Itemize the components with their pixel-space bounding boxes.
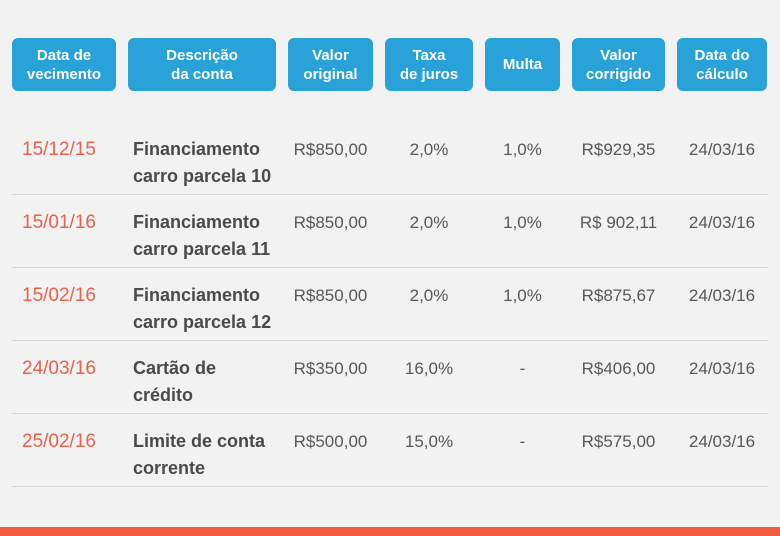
corrected-value-cell: R$575,00 [581,432,656,451]
interest-rate-cell: 2,0% [409,140,449,159]
interest-rate-cell: 2,0% [409,286,449,305]
calculation-date-cell: 24/03/16 [688,213,756,232]
column-header-calculation-date: Data do cálculo [677,38,767,91]
table-row: 15/02/16 Financiamento carro parcela 12 … [12,268,768,341]
calculation-date-cell: 24/03/16 [688,432,756,451]
table-header-row: Data de vecimento Descrição da conta Val… [12,38,768,91]
fine-cell: 1,0% [503,286,542,305]
column-header-account-description: Descrição da conta [128,38,276,91]
due-date-cell: 15/01/16 [22,212,96,233]
table-row: 15/12/15 Financiamento carro parcela 10 … [12,91,768,195]
corrected-value-cell: R$929,35 [581,140,656,159]
fine-cell: 1,0% [503,140,542,159]
column-header-fine: Multa [485,38,560,91]
fine-cell: - [519,432,526,451]
debts-table: Data de vecimento Descrição da conta Val… [12,38,768,487]
fine-cell: 1,0% [503,213,542,232]
column-header-interest-rate: Taxa de juros [385,38,473,91]
corrected-value-cell: R$ 902,11 [579,213,658,232]
fine-cell: - [519,359,526,378]
due-date-cell: 15/02/16 [22,285,96,306]
due-date-cell: 15/12/15 [22,139,96,160]
description-cell: Financiamento carro parcela 11 [133,212,271,259]
description-cell: Limite de conta corrente [133,431,266,478]
original-value-cell: R$350,00 [293,359,368,378]
bottom-accent-bar [0,527,780,536]
table-row: 25/02/16 Limite de conta corrente R$500,… [12,414,768,487]
calculation-date-cell: 24/03/16 [688,140,756,159]
due-date-cell: 24/03/16 [22,358,96,379]
corrected-value-cell: R$875,67 [581,286,656,305]
description-cell: Financiamento carro parcela 12 [133,285,272,332]
description-cell: Cartão de crédito [133,358,217,405]
column-header-due-date: Data de vecimento [12,38,116,91]
calculation-date-cell: 24/03/16 [688,286,756,305]
original-value-cell: R$850,00 [293,286,368,305]
description-cell: Financiamento carro parcela 10 [133,139,272,186]
due-date-cell: 25/02/16 [22,431,96,452]
corrected-value-cell: R$406,00 [581,359,656,378]
interest-rate-cell: 2,0% [409,213,449,232]
table-row: 24/03/16 Cartão de crédito R$350,00 16,0… [12,341,768,414]
table-row: 15/01/16 Financiamento carro parcela 11 … [12,195,768,268]
original-value-cell: R$850,00 [293,213,368,232]
original-value-cell: R$850,00 [293,140,368,159]
column-header-corrected-value: Valor corrigido [572,38,665,91]
calculation-date-cell: 24/03/16 [688,359,756,378]
column-header-original-value: Valor original [288,38,373,91]
original-value-cell: R$500,00 [293,432,368,451]
interest-rate-cell: 16,0% [404,359,454,378]
interest-rate-cell: 15,0% [404,432,454,451]
